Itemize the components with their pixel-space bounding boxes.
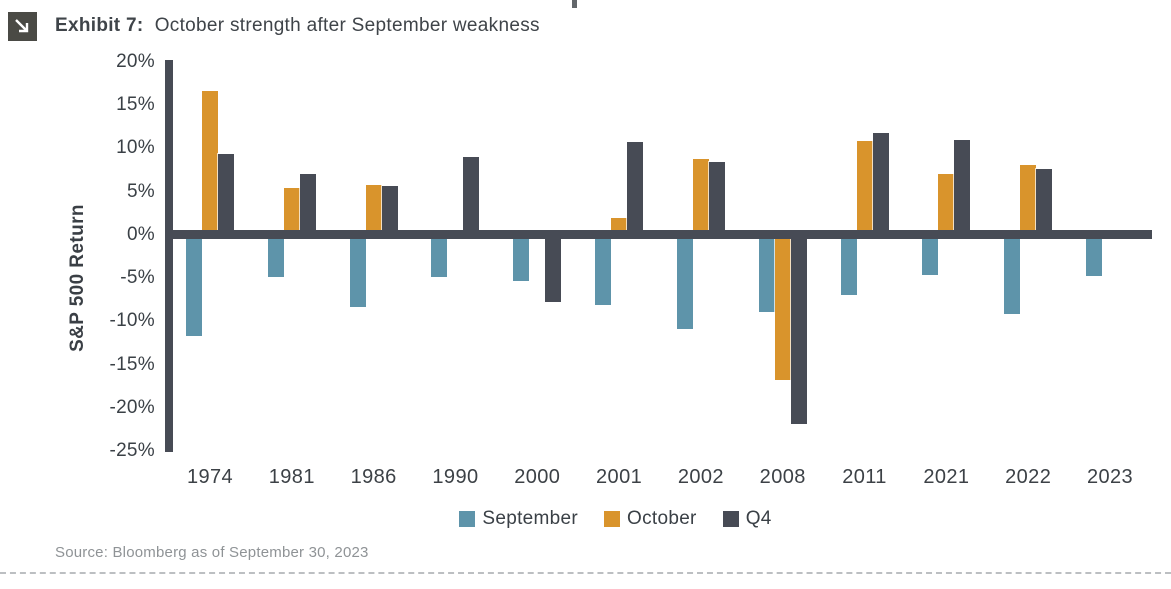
legend-label: October [627,508,697,529]
bar-september-1974 [186,234,202,336]
y-axis-tick-labels: 20% 15% 10% 5% 0% -5% -10% -15% -20% -25% [0,51,155,461]
x-axis-label-1974: 1974 [186,466,234,488]
exhibit-title-text: October strength after September weaknes… [154,15,540,36]
legend-label: September [482,508,578,529]
y-tick-label: 10% [116,137,155,159]
y-tick-label: -20% [109,396,155,418]
y-tick-label: 0% [126,223,155,245]
bar-october-2022 [1020,164,1037,235]
x-axis-label-2022: 2022 [1005,466,1052,488]
bar-q4-2000 [545,234,562,303]
bar-september-2002 [676,234,693,330]
bar-september-1981 [267,234,284,278]
bar-september-2021 [922,234,939,275]
bar-q4-1986 [381,186,398,235]
bar-september-2023 [1086,234,1102,277]
bar-q4-2011 [872,132,889,235]
y-axis-line [165,60,173,452]
bar-september-1986 [349,234,366,307]
y-tick-label: 15% [116,94,155,116]
legend-swatch-icon [604,511,620,527]
bar-q4-1981 [299,174,316,235]
bar-september-1990 [431,234,448,278]
bar-q4-2022 [1036,169,1053,235]
legend-swatch-icon [459,511,476,527]
bar-q4-2008 [790,234,807,425]
y-tick-label: 20% [116,51,155,72]
bar-september-2022 [1004,234,1021,315]
x-axis-label-2002: 2002 [677,466,724,488]
x-axis-label-2021: 2021 [923,466,970,488]
bar-q4-2002 [708,162,725,235]
y-tick-label: 5% [126,180,155,202]
bar-q4-1990 [463,157,480,235]
legend-item-october: October [604,508,697,530]
y-tick-label: -25% [109,440,155,461]
plot-area [165,60,1152,452]
x-axis-label-2023: 2023 [1086,466,1134,488]
bar-september-2000 [513,234,530,281]
bar-october-1974 [202,90,218,235]
legend-swatch-icon [722,511,739,527]
bar-october-1981 [283,188,300,235]
x-axis-label-1981: 1981 [268,466,315,488]
legend-item-q4: Q4 [722,508,772,530]
chart-legend: September October Q4 [60,506,1171,532]
zero-baseline [165,230,1152,240]
bar-september-2008 [758,234,775,312]
bar-q4-2001 [627,142,644,235]
exhibit-number: Exhibit 7: [55,15,144,36]
y-tick-label: -10% [109,310,155,332]
source-note: Source: Bloomberg as of September 30, 20… [55,544,369,561]
legend-label: Q4 [745,508,772,529]
bar-october-2008 [774,234,791,381]
cropped-text-artifact [572,0,577,8]
exhibit-header: Exhibit 7: October strength after Septem… [8,12,540,41]
x-axis-label-1986: 1986 [350,466,397,488]
arrow-down-right-icon [8,12,37,41]
x-axis-label-2001: 2001 [596,466,643,488]
x-axis-label-1990: 1990 [432,466,479,488]
y-tick-label: -15% [109,353,155,375]
bar-october-2021 [938,174,955,235]
bar-q4-2021 [954,139,971,235]
bar-september-2011 [840,234,857,296]
bar-october-2011 [856,140,873,235]
bar-september-2001 [595,234,612,305]
x-axis-labels: 1974 1981 1986 1990 2000 2001 2002 2008 2011 2021… [165,466,1152,490]
legend-item-september: September [459,508,578,530]
bar-q4-1974 [218,153,234,235]
x-axis-label-2011: 2011 [842,466,887,488]
exhibit-title: Exhibit 7: October strength after Septem… [55,12,540,37]
bar-october-1986 [365,184,382,235]
dashed-divider [0,572,1171,574]
y-tick-label: -5% [120,267,155,289]
x-axis-label-2008: 2008 [759,466,806,488]
bar-october-2002 [692,158,709,235]
x-axis-label-2000: 2000 [514,466,561,488]
